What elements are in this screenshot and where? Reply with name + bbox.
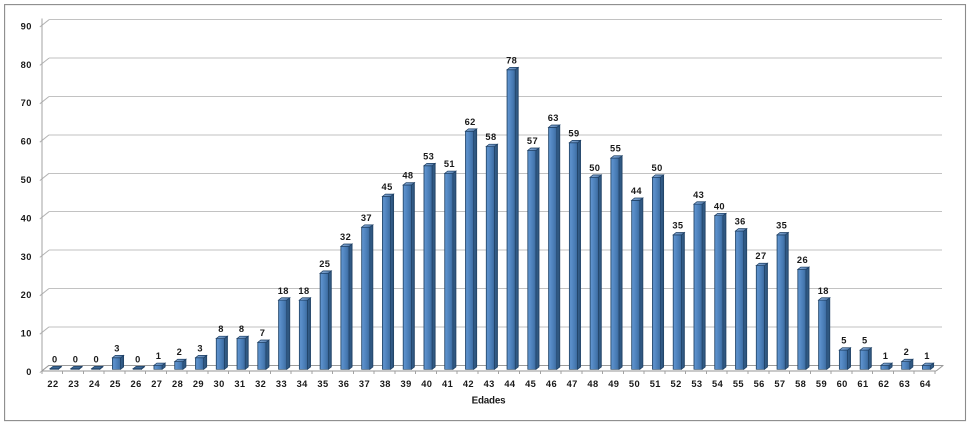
svg-text:29: 29	[193, 379, 204, 389]
svg-text:2: 2	[904, 347, 910, 357]
svg-text:40: 40	[421, 379, 432, 389]
svg-text:23: 23	[68, 379, 79, 389]
svg-text:50: 50	[589, 163, 600, 173]
svg-text:18: 18	[298, 286, 309, 296]
svg-text:8: 8	[239, 324, 245, 334]
svg-text:43: 43	[693, 190, 704, 200]
svg-text:57: 57	[774, 379, 785, 389]
svg-text:10: 10	[21, 329, 32, 339]
svg-text:8: 8	[218, 324, 224, 334]
svg-text:56: 56	[754, 379, 765, 389]
svg-text:0: 0	[26, 367, 32, 377]
svg-text:1: 1	[156, 351, 162, 361]
svg-text:52: 52	[671, 379, 682, 389]
svg-text:41: 41	[442, 379, 453, 389]
svg-text:59: 59	[568, 128, 579, 138]
svg-text:62: 62	[878, 379, 889, 389]
svg-text:32: 32	[340, 232, 351, 242]
svg-text:3: 3	[197, 343, 203, 353]
svg-text:80: 80	[21, 60, 32, 70]
svg-text:58: 58	[485, 132, 496, 142]
svg-text:46: 46	[546, 379, 557, 389]
svg-text:34: 34	[297, 379, 309, 389]
svg-text:26: 26	[797, 255, 808, 265]
svg-text:35: 35	[317, 379, 328, 389]
svg-text:48: 48	[587, 379, 598, 389]
svg-text:63: 63	[899, 379, 910, 389]
svg-text:3: 3	[114, 343, 120, 353]
svg-text:27: 27	[151, 379, 162, 389]
svg-text:53: 53	[423, 151, 434, 161]
svg-text:33: 33	[276, 379, 287, 389]
svg-text:51: 51	[444, 159, 455, 169]
svg-text:27: 27	[755, 251, 766, 261]
svg-text:2: 2	[177, 347, 183, 357]
svg-text:50: 50	[652, 163, 663, 173]
svg-text:55: 55	[733, 379, 744, 389]
svg-text:18: 18	[818, 286, 829, 296]
svg-text:63: 63	[548, 113, 559, 123]
svg-text:39: 39	[401, 379, 412, 389]
svg-text:44: 44	[631, 186, 643, 196]
svg-text:36: 36	[338, 379, 349, 389]
svg-text:5: 5	[862, 336, 868, 346]
svg-text:22: 22	[47, 379, 58, 389]
svg-text:40: 40	[714, 201, 725, 211]
svg-text:25: 25	[319, 259, 330, 269]
svg-text:43: 43	[484, 379, 495, 389]
svg-text:35: 35	[776, 221, 787, 231]
svg-text:36: 36	[735, 217, 746, 227]
svg-text:78: 78	[506, 55, 517, 65]
svg-text:53: 53	[691, 379, 702, 389]
svg-text:30: 30	[214, 379, 225, 389]
svg-text:50: 50	[629, 379, 640, 389]
svg-text:58: 58	[795, 379, 806, 389]
svg-text:26: 26	[131, 379, 142, 389]
svg-text:45: 45	[382, 182, 393, 192]
svg-text:50: 50	[21, 175, 32, 185]
svg-text:37: 37	[361, 213, 372, 223]
svg-text:62: 62	[465, 117, 476, 127]
svg-text:0: 0	[94, 354, 100, 364]
svg-text:37: 37	[359, 379, 370, 389]
svg-text:90: 90	[21, 21, 32, 31]
svg-text:61: 61	[857, 379, 868, 389]
svg-text:38: 38	[380, 379, 391, 389]
svg-text:Edades: Edades	[472, 396, 506, 407]
svg-text:7: 7	[260, 328, 266, 338]
svg-text:18: 18	[278, 286, 289, 296]
svg-text:47: 47	[567, 379, 578, 389]
svg-text:32: 32	[255, 379, 266, 389]
svg-text:70: 70	[21, 98, 32, 108]
svg-text:59: 59	[816, 379, 827, 389]
svg-text:28: 28	[172, 379, 183, 389]
svg-text:42: 42	[463, 379, 474, 389]
svg-text:31: 31	[234, 379, 245, 389]
svg-text:25: 25	[110, 379, 121, 389]
svg-text:1: 1	[883, 351, 889, 361]
svg-text:45: 45	[525, 379, 536, 389]
svg-text:0: 0	[73, 354, 79, 364]
svg-text:55: 55	[610, 144, 621, 154]
svg-text:0: 0	[52, 354, 58, 364]
svg-text:24: 24	[89, 379, 101, 389]
svg-text:44: 44	[504, 379, 516, 389]
svg-text:30: 30	[21, 252, 32, 262]
svg-text:49: 49	[608, 379, 619, 389]
svg-text:60: 60	[21, 137, 32, 147]
svg-text:0: 0	[135, 354, 141, 364]
svg-text:51: 51	[650, 379, 661, 389]
svg-text:57: 57	[527, 136, 538, 146]
svg-text:20: 20	[21, 290, 32, 300]
svg-text:64: 64	[920, 379, 932, 389]
svg-text:35: 35	[672, 221, 683, 231]
svg-text:54: 54	[712, 379, 724, 389]
svg-text:60: 60	[837, 379, 848, 389]
svg-text:40: 40	[21, 213, 32, 223]
svg-text:1: 1	[924, 351, 930, 361]
svg-text:48: 48	[402, 171, 413, 181]
svg-text:5: 5	[841, 336, 847, 346]
